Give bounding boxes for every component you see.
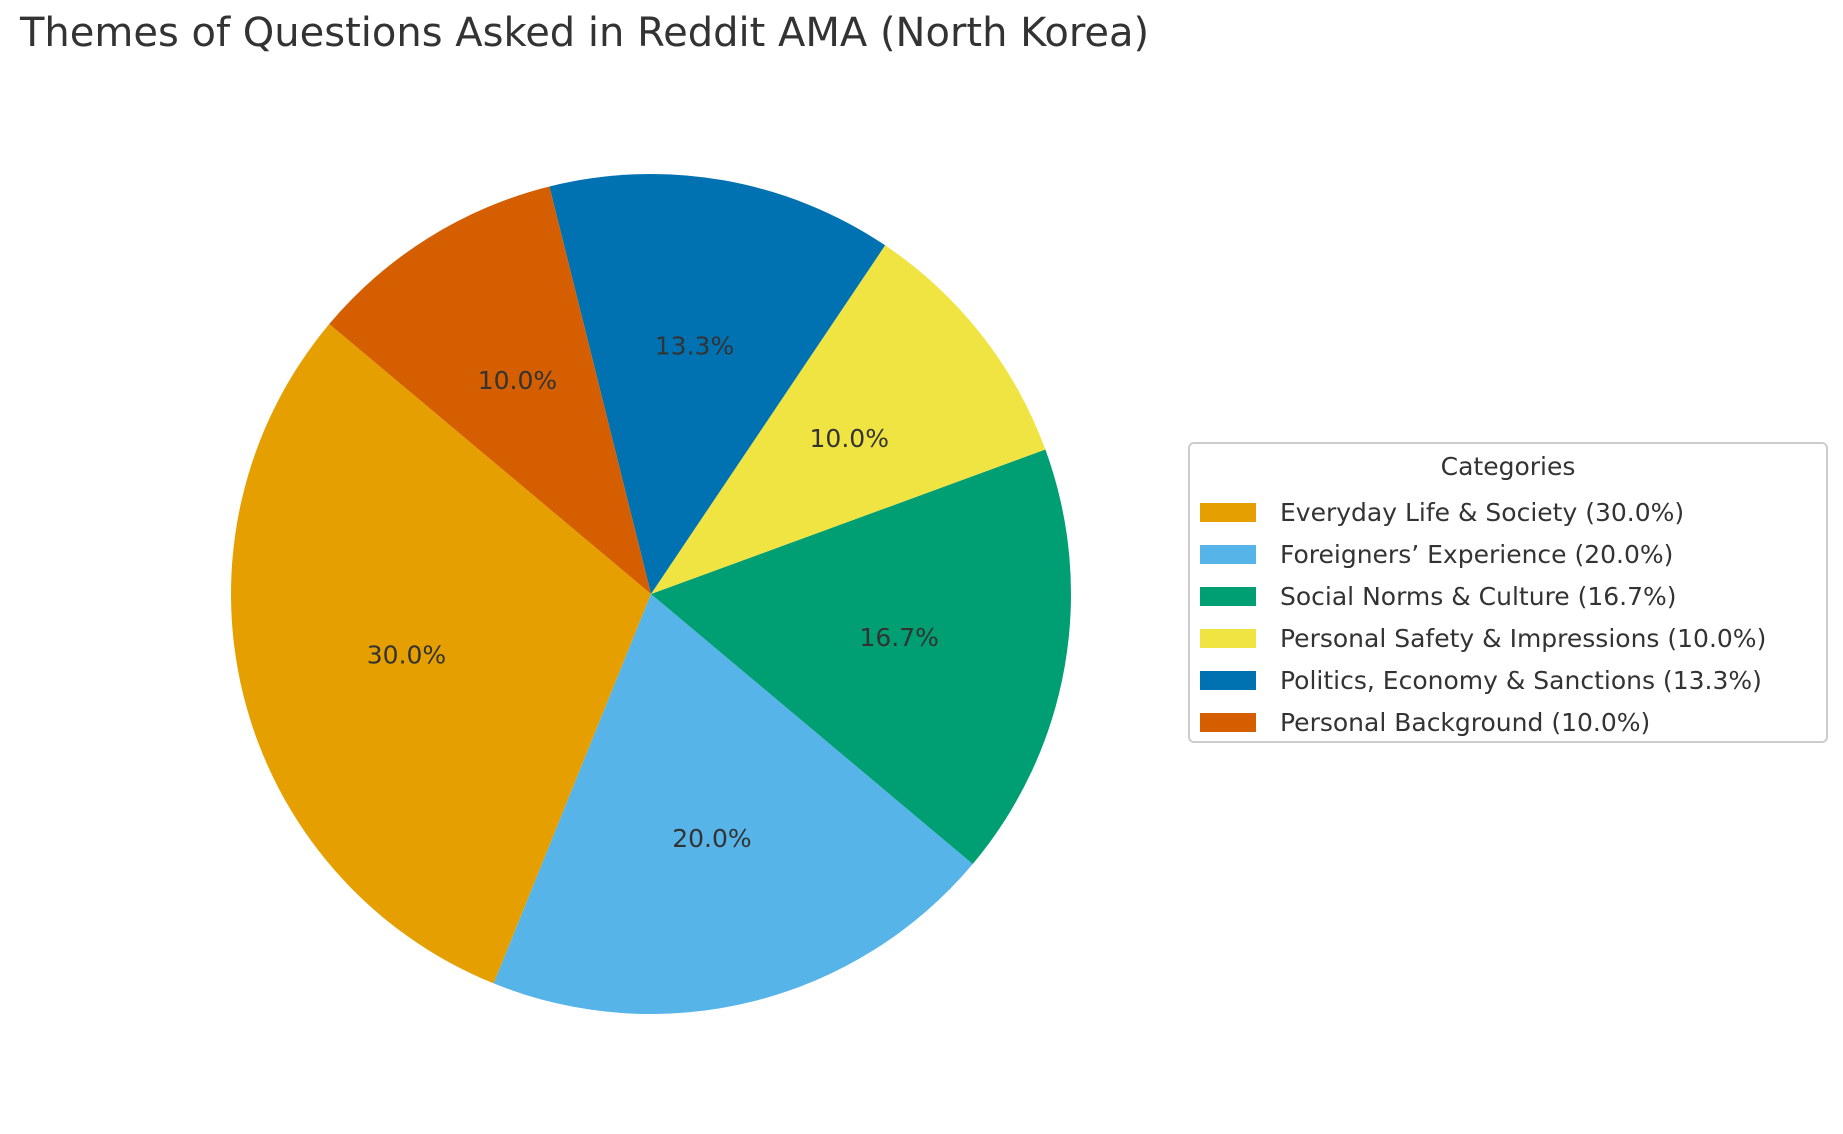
- legend-label: Social Norms & Culture (16.7%): [1280, 581, 1677, 611]
- chart-title: Themes of Questions Asked in Reddit AMA …: [20, 10, 1150, 56]
- slice-percent-label: 13.3%: [655, 331, 734, 360]
- legend-swatch: [1200, 670, 1256, 690]
- slice-percent-label: 10.0%: [810, 424, 889, 453]
- legend-item: Foreigners’ Experience (20.0%): [1200, 536, 1673, 572]
- legend-item: Personal Background (10.0%): [1200, 704, 1650, 740]
- legend-swatch: [1200, 502, 1256, 522]
- pie-percent-labels: 30.0% 20.0% 16.7% 10.0% 13.3% 10.0%: [367, 331, 939, 853]
- slice-percent-label: 16.7%: [860, 623, 939, 652]
- pie-slices: [230, 174, 1071, 1015]
- legend-label: Everyday Life & Society (30.0%): [1280, 497, 1685, 527]
- slice-percent-label: 30.0%: [367, 640, 446, 669]
- pie-slice-2: [493, 594, 973, 1015]
- pie-slice-6: [329, 186, 651, 595]
- legend-label: Personal Safety & Impressions (10.0%): [1280, 623, 1767, 653]
- legend-swatch: [1200, 586, 1256, 606]
- legend-label: Foreigners’ Experience (20.0%): [1280, 539, 1674, 569]
- pie-slice-4: [651, 245, 1046, 594]
- pie-slice-5: [549, 174, 886, 594]
- slice-percent-label: 10.0%: [478, 366, 557, 395]
- legend-item: Social Norms & Culture (16.7%): [1200, 578, 1677, 614]
- slice-percent-label: 20.0%: [672, 824, 751, 853]
- legend-label: Politics, Economy & Sanctions (13.3%): [1280, 665, 1762, 695]
- legend-item: Everyday Life & Society (30.0%): [1200, 494, 1684, 530]
- legend-item: Personal Safety & Impressions (10.0%): [1200, 620, 1766, 656]
- pie-slice-1: [230, 324, 652, 984]
- pie-slice-3: [651, 449, 1071, 864]
- legend-title: Categories: [1440, 452, 1576, 481]
- legend: Categories Everyday Life & Society (30.0…: [1188, 442, 1828, 743]
- legend-swatch: [1200, 712, 1256, 732]
- legend-swatch: [1200, 544, 1256, 564]
- legend-swatch: [1200, 628, 1256, 648]
- legend-item: Politics, Economy & Sanctions (13.3%): [1200, 662, 1762, 698]
- legend-label: Personal Background (10.0%): [1280, 707, 1651, 737]
